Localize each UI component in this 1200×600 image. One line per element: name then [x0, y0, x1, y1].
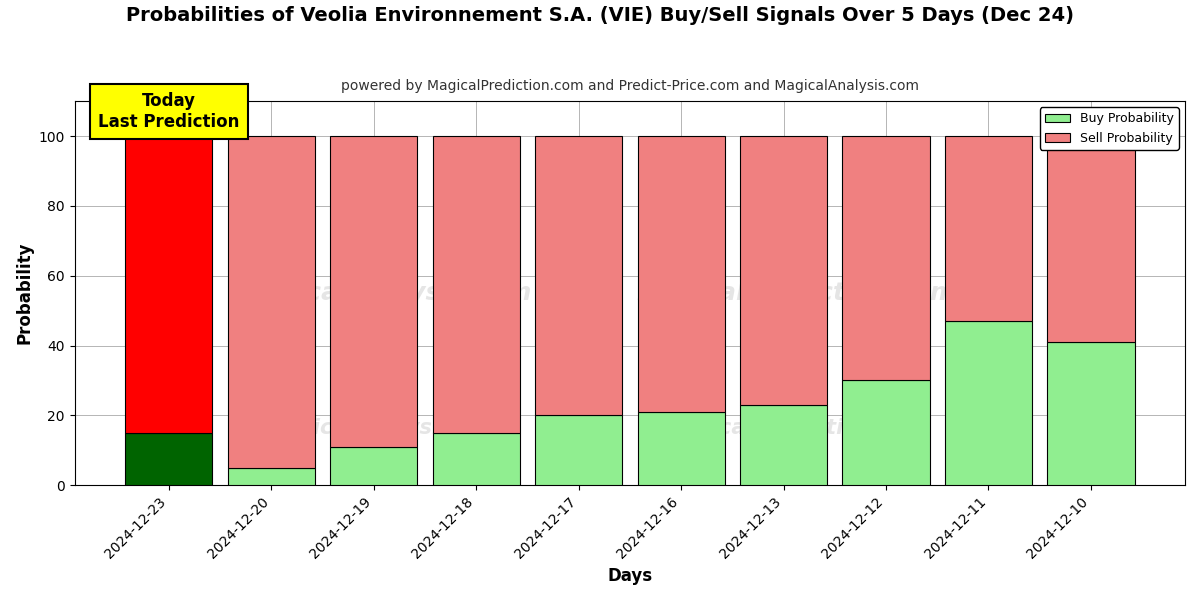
Bar: [944, 136, 1032, 321]
Bar: [330, 447, 418, 485]
Text: MagicalPrediction.com: MagicalPrediction.com: [636, 281, 956, 305]
Bar: [740, 136, 827, 405]
Text: MagicalPrediction.com: MagicalPrediction.com: [662, 418, 930, 437]
Bar: [228, 468, 314, 485]
Y-axis label: Probability: Probability: [16, 242, 34, 344]
Bar: [637, 136, 725, 412]
Bar: [535, 415, 622, 485]
Bar: [944, 321, 1032, 485]
Bar: [1048, 136, 1134, 342]
Text: Probabilities of Veolia Environnement S.A. (VIE) Buy/Sell Signals Over 5 Days (D: Probabilities of Veolia Environnement S.…: [126, 6, 1074, 25]
Title: powered by MagicalPrediction.com and Predict-Price.com and MagicalAnalysis.com: powered by MagicalPrediction.com and Pre…: [341, 79, 919, 93]
Bar: [432, 136, 520, 433]
Bar: [740, 405, 827, 485]
Bar: [637, 412, 725, 485]
Text: MagicalAnalysis.com: MagicalAnalysis.com: [263, 418, 508, 437]
Text: MagicalAnalysis.com: MagicalAnalysis.com: [239, 281, 533, 305]
Bar: [125, 433, 212, 485]
Bar: [535, 136, 622, 415]
Bar: [842, 136, 930, 380]
Legend: Buy Probability, Sell Probability: Buy Probability, Sell Probability: [1040, 107, 1178, 149]
Bar: [842, 380, 930, 485]
X-axis label: Days: Days: [607, 567, 653, 585]
Bar: [330, 136, 418, 447]
Bar: [228, 136, 314, 468]
Text: Today
Last Prediction: Today Last Prediction: [98, 92, 239, 131]
Bar: [1048, 342, 1134, 485]
Bar: [432, 433, 520, 485]
Bar: [125, 136, 212, 433]
